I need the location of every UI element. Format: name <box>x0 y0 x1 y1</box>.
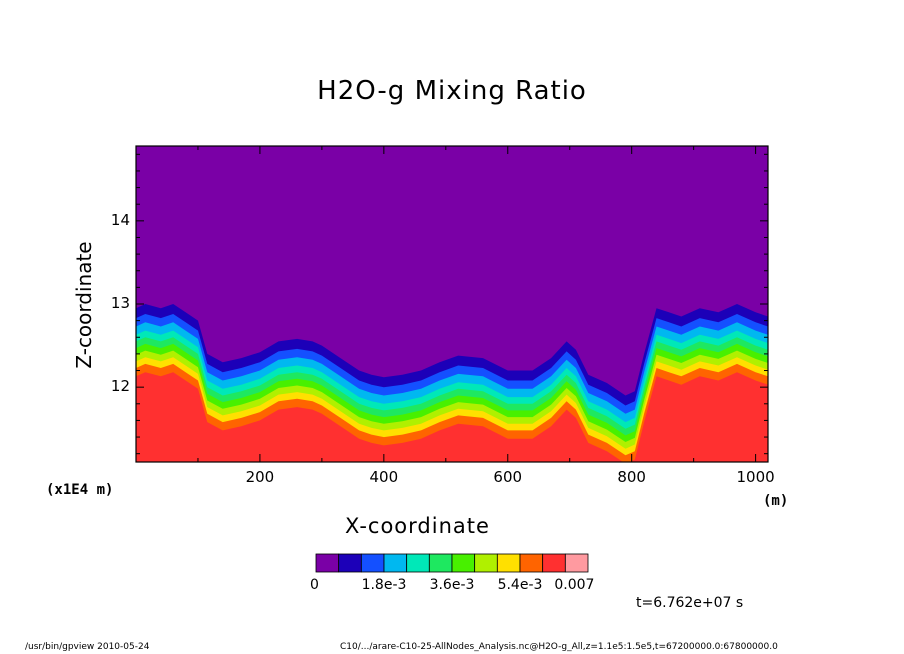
colorbar-swatch <box>315 553 340 573</box>
colorbar-label: 5.4e-3 <box>497 577 543 593</box>
y-tick-label: 12 <box>110 377 130 396</box>
y-tick-label: 14 <box>110 210 130 229</box>
x-tick-label: 600 <box>493 468 523 486</box>
colorbar-swatch <box>542 553 566 573</box>
colorbar-swatch <box>451 553 476 573</box>
colorbar-swatch <box>496 553 521 573</box>
y-axis-label: Z-coordinate <box>72 241 96 369</box>
x-tick-label: 1000 <box>736 468 775 486</box>
colorbar-swatch <box>564 553 589 573</box>
x-tick-label: 800 <box>617 468 646 486</box>
y-axis-unit: (x1E4 m) <box>46 482 114 498</box>
footer-left: /usr/bin/gpview 2010-05-24 <box>25 642 150 652</box>
colorbar-label: 0 <box>310 577 319 593</box>
footer-right: C10/.../arare-C10-25-AllNodes_Analysis.n… <box>340 642 778 652</box>
colorbar-label: 1.8e-3 <box>361 577 407 593</box>
x-axis-label: X-coordinate <box>345 514 490 538</box>
y-tick-label: 13 <box>110 294 130 312</box>
colorbar-swatch <box>406 553 430 573</box>
colorbar-swatch <box>519 553 544 573</box>
x-tick-label: 200 <box>245 468 275 486</box>
x-axis-unit: (m) <box>763 493 789 509</box>
colorbar-swatch <box>360 553 385 573</box>
colorbar-swatch <box>383 553 408 573</box>
colorbar-label: 3.6e-3 <box>429 577 475 593</box>
colorbar-swatch <box>428 553 453 573</box>
moisture-band-9 <box>136 372 768 462</box>
time-label: t=6.762e+07 s <box>636 595 744 611</box>
chart-title: H2O-g Mixing Ratio <box>317 76 587 106</box>
x-tick-label: 400 <box>369 468 399 486</box>
colorbar-swatch <box>474 553 498 573</box>
colorbar-label: 0.007 <box>554 577 595 593</box>
colorbar-swatch <box>338 553 362 573</box>
